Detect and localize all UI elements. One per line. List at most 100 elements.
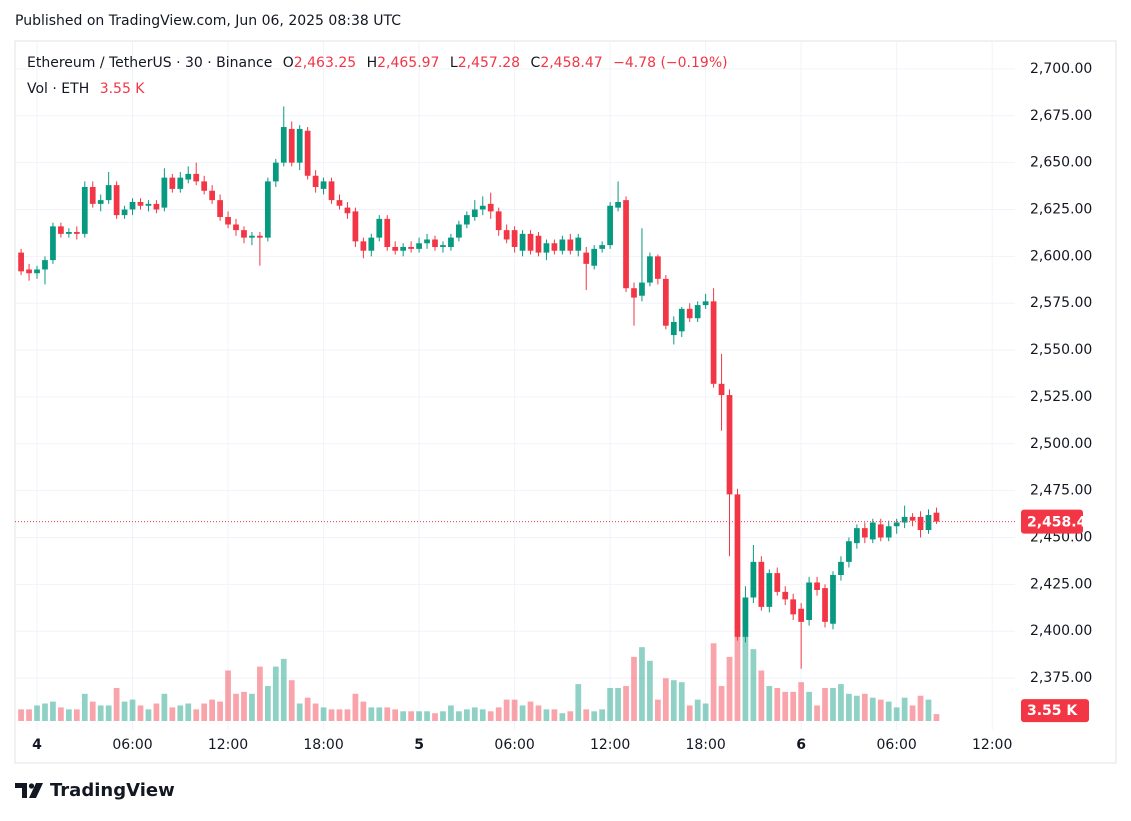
candle-body [495, 211, 502, 231]
volume-bar [225, 670, 231, 721]
volume-bar [145, 709, 152, 721]
candle-body [718, 383, 725, 396]
x-tick-label: 06:00 [494, 737, 534, 753]
volume-bar [814, 705, 820, 721]
candle-body [193, 173, 200, 182]
open-label: O [283, 55, 294, 71]
volume-bar [456, 711, 462, 721]
candle-body [217, 200, 223, 217]
candle-body [392, 246, 399, 251]
volume-bar [304, 697, 311, 721]
candle-body [575, 237, 582, 251]
candle-body [185, 173, 192, 180]
open-value: 2,463.25 [294, 55, 356, 71]
volume-bar [121, 701, 128, 721]
candle-body [678, 308, 685, 332]
candle-body [551, 243, 558, 251]
candle-body [631, 288, 637, 298]
volume-bar [161, 693, 168, 721]
grid [15, 41, 1015, 730]
candle-body [81, 187, 88, 234]
volume-bar [822, 687, 828, 721]
volume-bar [901, 697, 908, 721]
y-tick-label: 2,675.00 [1030, 108, 1092, 124]
volume-bar [798, 682, 805, 721]
volume-bar [885, 701, 892, 721]
candle-body [925, 515, 932, 531]
close-label: C [531, 55, 541, 71]
candle-body [750, 561, 757, 598]
volume-bar [264, 686, 271, 721]
candle-body [822, 588, 828, 622]
volume-bar [774, 687, 781, 721]
volume-bar [925, 699, 932, 721]
candle-body [559, 239, 566, 251]
candle-body [758, 561, 765, 607]
volume-bar [861, 693, 868, 721]
volume-bar [296, 703, 303, 721]
volume-bar [511, 699, 518, 721]
candle-body [623, 200, 629, 289]
volume-bar [670, 680, 677, 721]
candle-body [901, 516, 908, 523]
y-tick-label: 2,425.00 [1030, 576, 1092, 592]
candle-body [798, 608, 805, 622]
candle-body [416, 243, 422, 249]
volume-bar [34, 705, 40, 721]
volume-bar [694, 699, 701, 721]
volume-bar [424, 711, 430, 721]
candle-body [241, 230, 247, 238]
volume-bar [392, 709, 399, 721]
volume-bar [249, 693, 255, 721]
volume-legend: Vol · ETH 3.55 K [27, 81, 145, 97]
candle-body [766, 573, 773, 607]
last-price-label: 2,458.47 [1027, 515, 1096, 531]
candle-body [893, 522, 900, 527]
volume-bar [73, 709, 80, 721]
candle-body [806, 582, 812, 620]
volume-bar [129, 699, 136, 721]
volume-bar [288, 680, 295, 721]
volume-bar [726, 656, 733, 721]
volume-bar [631, 656, 637, 721]
candle-body [129, 202, 136, 210]
candle-body [233, 224, 239, 231]
volume-bar [686, 705, 693, 721]
candles [18, 106, 940, 669]
candle-body [432, 239, 438, 247]
candle-body [599, 245, 606, 249]
volume-bar [18, 709, 24, 721]
legend-line: Ethereum / TetherUS · 30 · Binance O2,46… [27, 55, 728, 71]
volume-bar [352, 693, 359, 721]
candle-body [18, 252, 24, 272]
volume-bar [909, 705, 916, 721]
volume-bar [105, 705, 112, 721]
candle-body [854, 528, 860, 544]
volume-bar [527, 701, 534, 721]
volume-bar [846, 693, 852, 721]
y-tick-label: 2,375.00 [1030, 670, 1092, 686]
candle-body [615, 202, 621, 208]
volume-tag-label: 3.55 K [1027, 703, 1078, 719]
y-tick-label: 2,575.00 [1030, 295, 1092, 311]
y-tick-label: 2,650.00 [1030, 155, 1092, 171]
candle-body [264, 181, 271, 238]
volume-bar [678, 682, 685, 721]
candle-body [161, 177, 168, 208]
volume-bar [806, 691, 812, 721]
x-tick-label: 5 [414, 737, 424, 753]
volume-bar [416, 711, 422, 721]
volume-bar [599, 709, 606, 721]
candle-body [296, 128, 303, 163]
volume-bar [272, 666, 279, 721]
candle-body [885, 526, 892, 538]
volume-bar [233, 693, 239, 721]
volume-bar [854, 695, 860, 721]
volume-bar [535, 705, 542, 721]
volume-tag [1021, 699, 1089, 723]
candle-body [527, 233, 534, 251]
candle-body [686, 308, 693, 319]
candle-body [272, 162, 279, 182]
brand-logo [15, 783, 43, 798]
